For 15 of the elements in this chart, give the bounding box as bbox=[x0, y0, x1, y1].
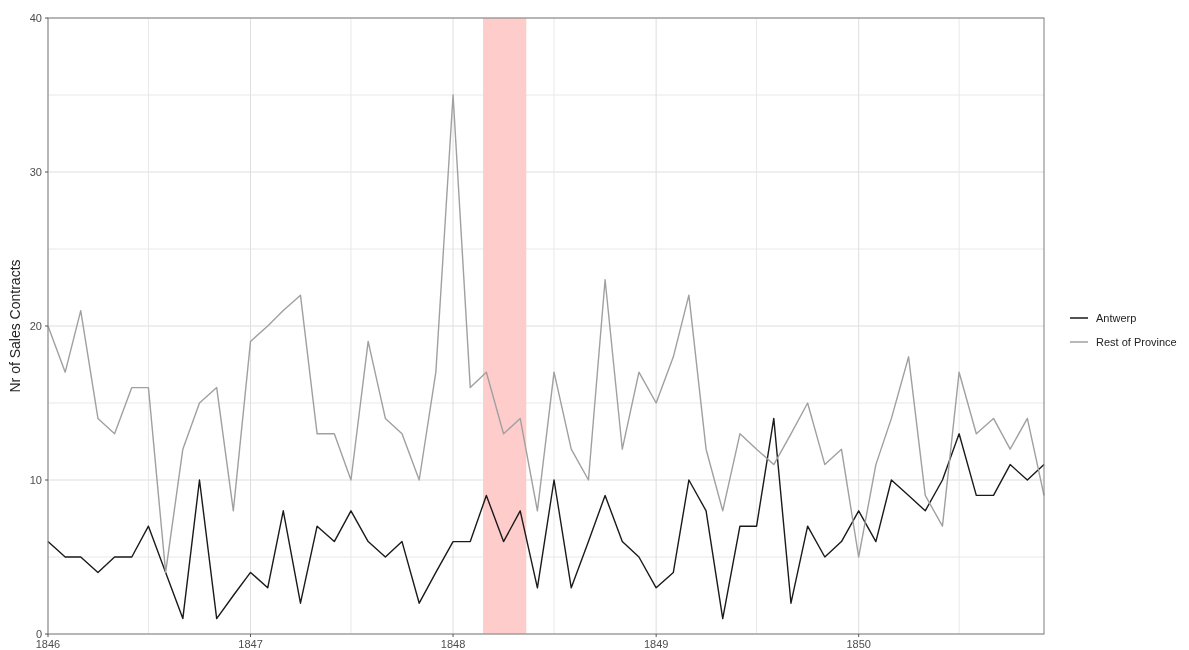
x-tick-label: 1849 bbox=[643, 638, 669, 650]
y-tick-label: 40 bbox=[29, 11, 42, 24]
x-tick-label: 1850 bbox=[846, 638, 871, 650]
x-tick-label: 1846 bbox=[35, 638, 61, 650]
line-series bbox=[47, 417, 1045, 620]
x-tick-label: 1847 bbox=[238, 638, 263, 650]
y-tick-label: 20 bbox=[29, 319, 42, 332]
y-tick-label: 30 bbox=[29, 165, 42, 178]
x-tick-label: 1848 bbox=[440, 638, 466, 650]
y-axis-title: Nr of Sales Contracts bbox=[7, 259, 23, 393]
legend-label: Antwerp bbox=[1096, 311, 1137, 324]
y-tick-label: 10 bbox=[29, 473, 42, 486]
line-series bbox=[47, 94, 1045, 574]
y-tick-label: 0 bbox=[35, 627, 42, 640]
legend-label: Rest of Province bbox=[1096, 335, 1177, 348]
